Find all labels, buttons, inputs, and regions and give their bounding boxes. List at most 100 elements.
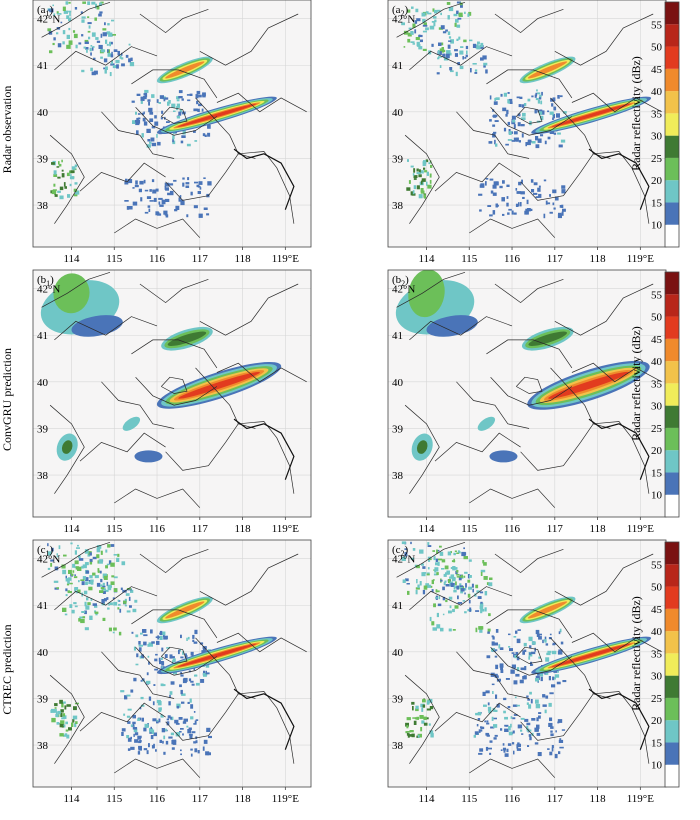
central-cluster-speck [195,94,199,99]
north-cluster-speck [90,45,93,47]
panel-row-1: ConvGRU prediction(b1)114 115 116 117 118 119… [0,269,667,535]
nw-cluster-speck [52,4,54,7]
ctrec-south-speck [516,704,520,707]
nw-cluster-speck [464,587,467,591]
ctrec-north-speck [84,601,87,607]
ctrec-north-speck [451,576,456,582]
boundary-line-8 [49,404,85,494]
nw-cluster-speck [61,564,66,569]
ctrec-north-speck [454,605,459,609]
ctrec-north-speck [63,554,67,557]
central-cluster-speck [201,650,206,654]
south-cluster-speck [511,210,514,215]
ctrec-north-speck [486,582,490,585]
north-cluster-speck [476,45,481,50]
ctrec-north-speck [118,631,122,636]
south-cluster-speck [537,187,541,192]
central-cluster-speck [146,144,151,148]
nw-cluster-speck [74,7,78,10]
sw-cluster-speck [429,179,432,184]
central-cluster-speck [562,111,567,114]
colorbar-tick-label: 40 [651,356,663,368]
nw-cluster-speck [445,584,450,587]
central-cluster-speck [508,131,512,135]
ctrec-north-speck [98,559,103,564]
sw-cluster-speck [70,170,75,174]
sw-cluster-speck [63,724,66,728]
central-cluster-speck [505,143,509,146]
boundary-line-6 [571,632,662,653]
ctrec-south-speck [156,719,159,722]
ctrec-north-speck [65,594,68,597]
central-cluster-speck [150,629,153,634]
nw-cluster-speck [406,583,410,585]
north-cluster-speck [464,611,467,614]
south-cluster-speck [157,213,162,216]
nw-cluster-speck [440,42,444,46]
central-cluster-speck [517,122,521,127]
central-cluster-speck [193,108,198,112]
y-tick-label: 40 [392,377,404,389]
north-cluster-speck [460,588,465,592]
boundary-line-13 [161,106,188,124]
nw-cluster-speck [68,1,71,4]
boundary-line-6 [216,92,307,113]
central-cluster-speck [154,658,158,662]
central-cluster-speck [553,114,555,119]
ctrec-south-speck [503,710,506,714]
sw-cluster-speck [66,734,70,739]
main-band-layer-5 [177,643,257,667]
south-cluster-speck [138,188,142,193]
ctrec-south-speck [121,728,126,732]
central-cluster-speck [539,109,543,112]
south-cluster-speck [130,746,135,750]
north-cluster-speck [465,54,468,58]
central-cluster-speck [511,652,515,654]
ctrec-south-speck [148,696,152,701]
ctrec-south-speck [169,691,173,695]
sw-cluster-speck [406,725,409,729]
nw-cluster-speck [443,573,447,577]
colorbar-swatch [665,653,679,676]
north-band-layer-3 [527,601,568,619]
south-cluster-speck [543,179,547,182]
ctrec-north-speck [80,579,85,581]
central-cluster-speck [161,631,166,636]
nw-cluster-speck [416,18,421,22]
boundary-line-8 [49,674,85,764]
central-cluster-speck [491,641,495,646]
central-cluster-speck [161,661,165,666]
nw-cluster-speck [448,36,452,39]
nw-cluster-speck [110,562,115,567]
central-cluster-speck [158,102,161,104]
central-cluster-speck [523,103,527,107]
ctrec-south-speck [535,703,541,709]
central-cluster-speck [161,647,164,652]
colorbar-tick-label: 30 [651,131,663,143]
south-cluster-speck [502,213,505,216]
north-cluster-speck [452,608,455,613]
nw-cluster-speck [454,550,457,552]
sw-cluster-speck [60,720,65,724]
nw-cluster-speck [444,580,447,583]
nw-cluster-speck [415,37,420,41]
north-cluster-speck [474,72,478,74]
nw-cluster-speck [88,25,91,29]
ctrec-north-speck [126,588,132,590]
nw-cluster-speck [62,6,66,11]
north-cluster-speck [483,65,486,68]
colorbar-swatch [665,675,679,698]
central-cluster-speck [202,93,206,98]
south-cluster-speck [507,743,512,746]
central-cluster-speck [140,96,145,101]
x-tick-label: 118 [235,793,252,805]
north-cluster-speck [448,610,452,614]
colorbar-swatch [665,68,679,92]
south-cluster-speck [506,748,509,753]
boundary-line-10 [593,421,650,494]
boundary-line-11 [139,548,209,574]
row-label: ConvGRU prediction [0,348,14,451]
central-cluster-speck [187,99,191,102]
